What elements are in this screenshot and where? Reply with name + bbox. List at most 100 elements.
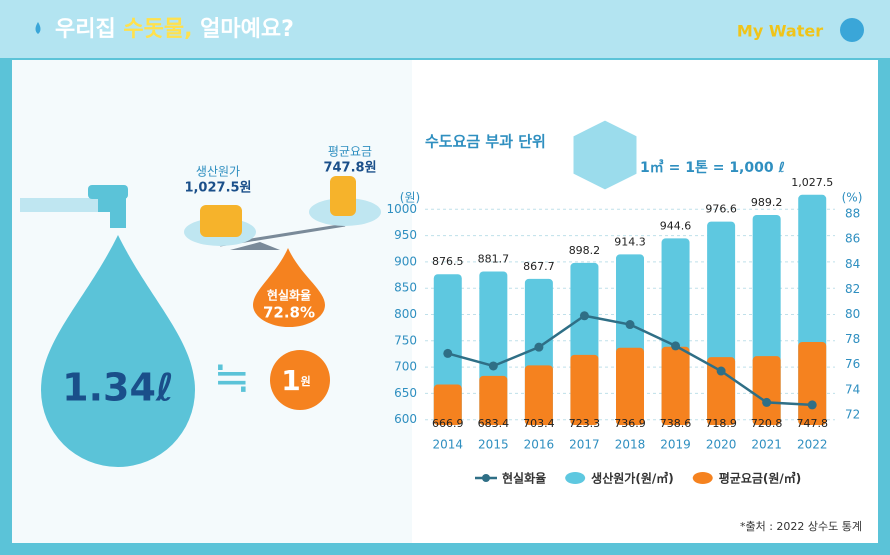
y-axis-label: (원) [400,191,420,205]
ratio-label: 현실화율 [267,288,311,303]
fee-value: 747.8원 [323,161,376,176]
logo-globe [840,18,864,42]
coin [270,350,330,410]
line-point [488,361,498,371]
cost-value: 1,027.5원 [184,181,251,196]
y2-tick-label: 74 [845,382,860,396]
title: 우리집 수돗물, 얼마예요? [55,17,294,42]
y2-tick-label: 72 [845,407,860,421]
y2-tick-label: 82 [845,282,860,296]
y-tick-label: 750 [394,333,417,347]
value-label: 881.7 [478,253,510,266]
coins-right [330,176,356,216]
y-tick-label: 650 [394,386,417,400]
source: *출처 : 2022 상수도 통계 [740,520,862,533]
bar [433,384,462,425]
bar [798,341,827,425]
line-point [716,366,726,376]
faucet-handle [88,185,128,199]
water-drop [41,235,195,467]
coins-left [200,205,242,237]
line-point [579,311,589,321]
x-tick-label: 2014 [433,438,464,452]
bar [616,347,644,425]
legend-dot [482,474,490,482]
y-tick-label: 600 [394,412,417,426]
approx: ≒ [214,352,251,403]
x-tick-label: 2015 [478,438,509,452]
y2-tick-label: 84 [845,257,860,271]
ratio-value: 72.8% [263,304,315,322]
bar [570,354,599,425]
bar [479,375,508,425]
y2-tick-label: 88 [845,207,860,221]
faucet [98,198,126,228]
x-tick-label: 2018 [615,438,646,452]
y2-tick-label: 76 [845,357,860,371]
y-tick-label: 1000 [386,202,417,216]
y2-tick-label: 80 [845,307,860,321]
line-point [807,400,817,410]
value-label: 738.6 [660,417,692,430]
legend-label: 현실화율 [502,471,546,486]
line-point [443,348,453,358]
x-tick-label: 2017 [569,438,600,452]
y2-tick-label: 86 [845,232,860,246]
bar [707,357,736,425]
x-tick-label: 2022 [797,438,828,452]
x-tick-label: 2019 [660,438,691,452]
value-label: 683.4 [478,417,510,430]
line-point [625,320,635,330]
value-label: 989.2 [751,196,783,209]
value-label: 867.7 [523,260,555,273]
legend-swatch [692,472,713,484]
legend-label: 평균요금(원/㎥) [719,471,802,486]
left-panel [12,60,412,543]
y-tick-label: 950 [394,228,417,242]
x-tick-label: 2021 [751,438,782,452]
y-tick-label: 900 [394,254,417,268]
logo: My Water [737,22,823,41]
line-point [671,341,681,351]
pipe [20,198,100,212]
x-tick-label: 2020 [706,438,737,452]
value-label: 736.9 [614,417,646,430]
chart-title: 수도요금 부과 단위 [425,133,546,151]
bar [661,346,690,425]
bar [524,365,553,425]
line-point [534,342,544,352]
header-band [0,0,890,58]
x-tick-label: 2016 [524,438,555,452]
price-value: 1원 [281,364,311,397]
line-point [762,397,772,407]
value-label: 720.8 [751,417,783,430]
volume: 1.34ℓ [62,366,174,410]
y2-tick-label: 78 [845,332,860,346]
cost-label: 생산원가 [196,165,240,179]
value-label: 898.2 [569,244,601,257]
scale-base [230,242,280,250]
drop-icon [35,22,41,34]
value-label: 718.9 [705,417,737,430]
chart-subtitle: 1㎥ = 1톤 = 1,000 ℓ [640,159,785,176]
ratio-drop [253,248,325,327]
y-tick-label: 700 [394,360,417,374]
value-label: 666.9 [432,417,464,430]
value-label: 944.6 [660,219,692,232]
legend-swatch [565,472,586,484]
value-label: 876.5 [432,255,464,268]
y-tick-label: 850 [394,281,417,295]
value-label: 703.4 [523,417,555,430]
value-label: 1,027.5 [791,176,833,189]
value-label: 747.8 [796,417,828,430]
y2-axis-label: (%) [842,191,863,205]
y-tick-label: 800 [394,307,417,321]
value-label: 723.3 [569,417,601,430]
cube [572,119,638,191]
value-label: 914.3 [614,235,646,248]
value-label: 976.6 [705,203,737,216]
bar [752,356,781,425]
fee-label: 평균요금 [328,145,372,159]
